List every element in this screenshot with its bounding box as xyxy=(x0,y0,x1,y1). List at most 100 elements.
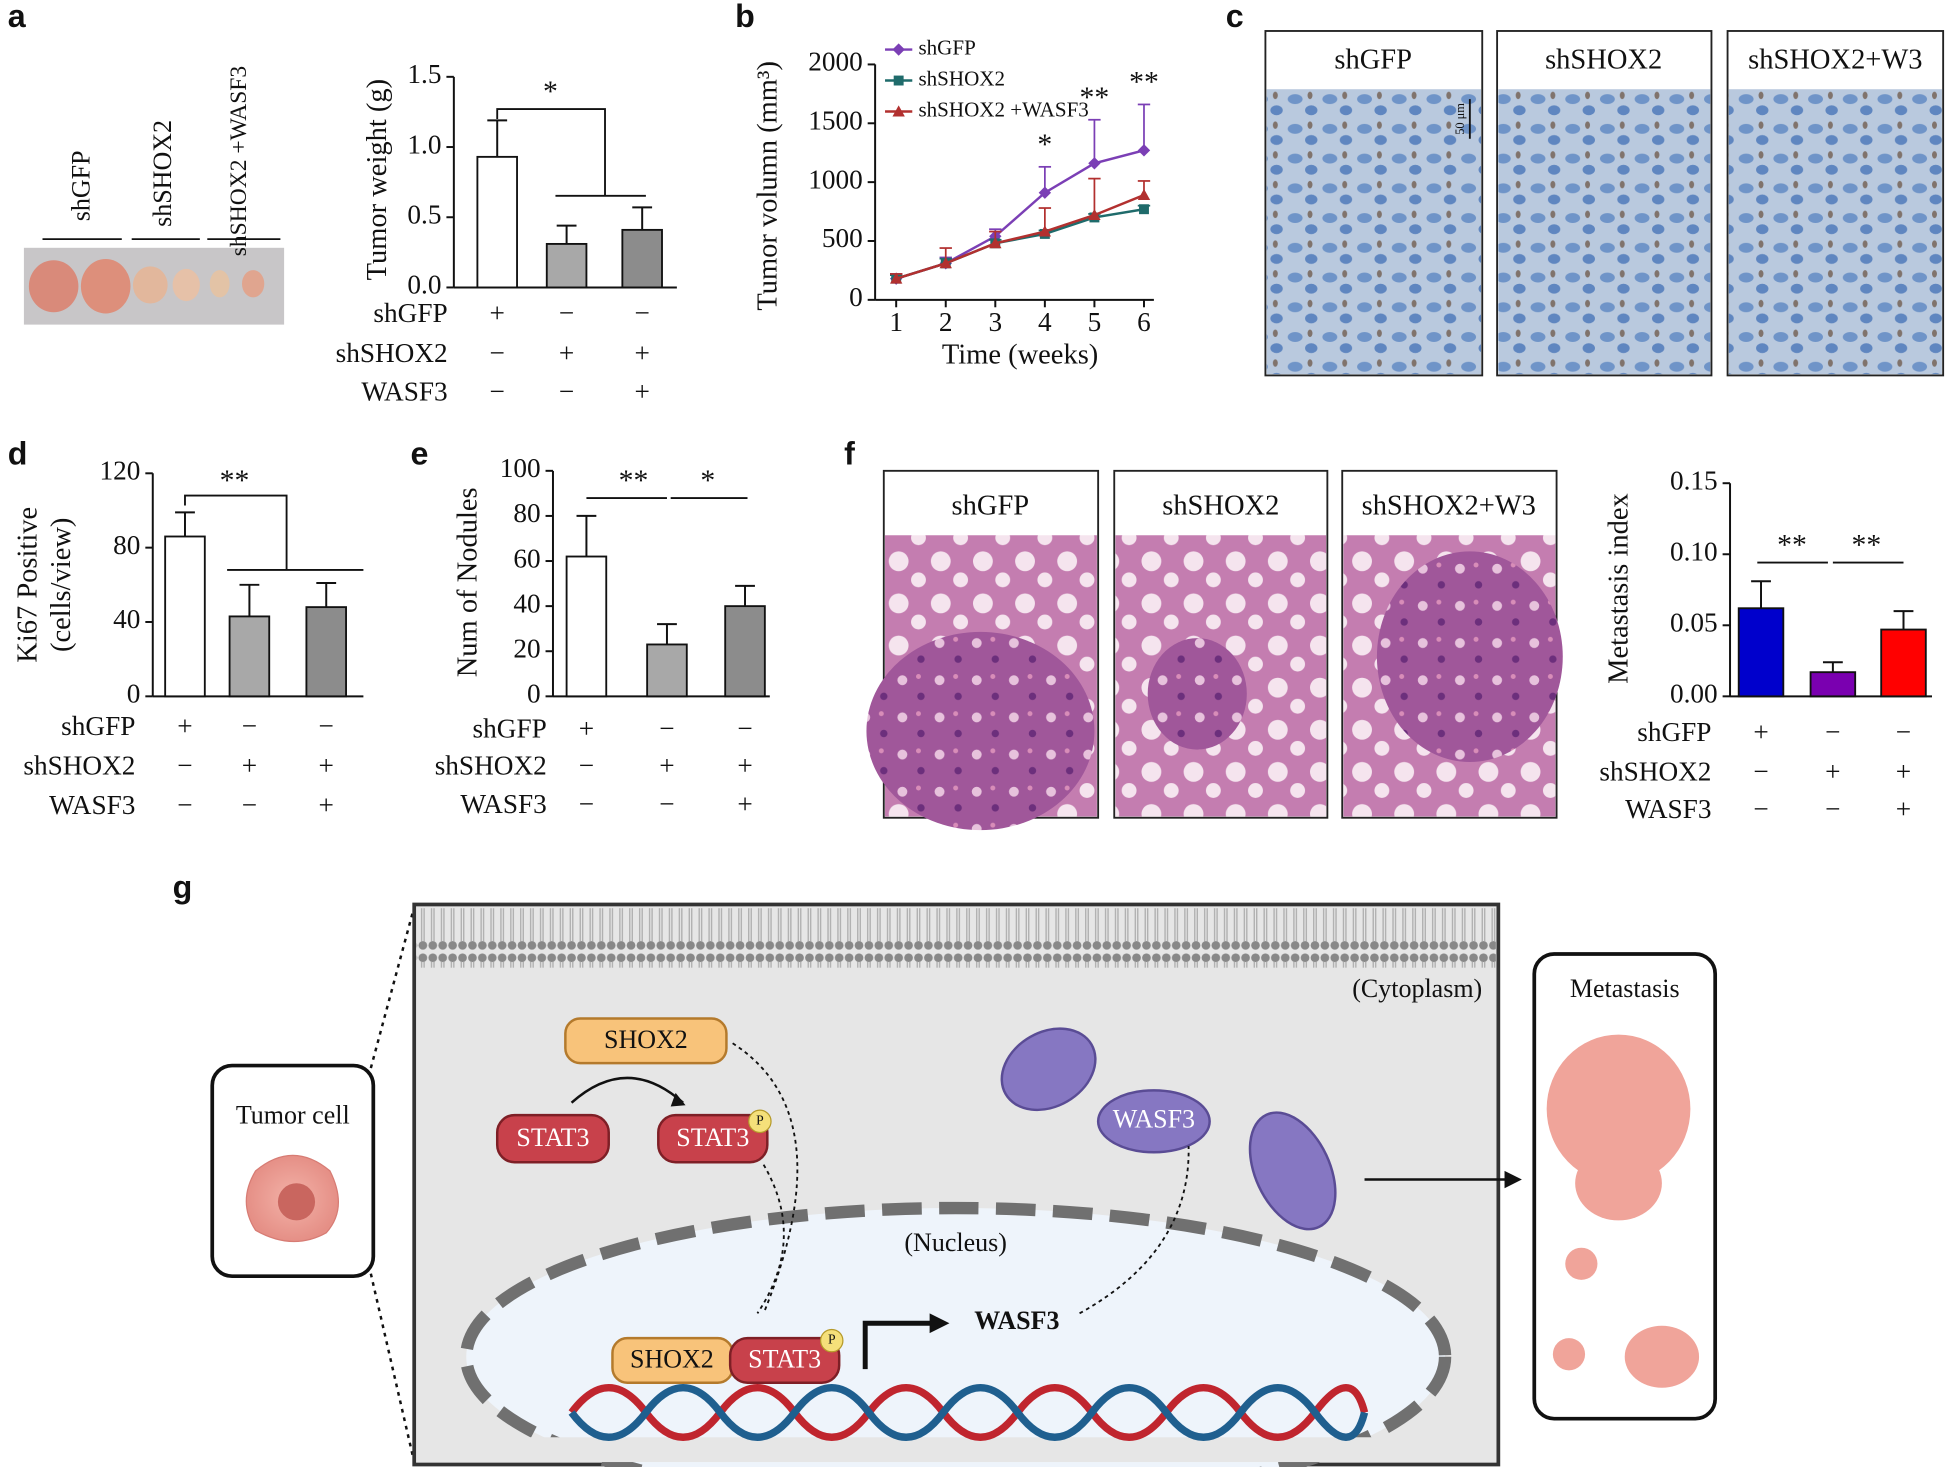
y-tick-label: 0.0 xyxy=(407,270,441,300)
point xyxy=(889,272,903,284)
diagram: (Cytoplasm) (Nucleus) SHOX2 STAT3 STAT3 … xyxy=(210,902,1718,1467)
significance-label: ** xyxy=(1851,529,1881,561)
condition-name: shSHOX2 xyxy=(435,750,547,780)
significance-label: ** xyxy=(1777,529,1807,561)
bar xyxy=(1880,628,1927,698)
y-tick-label: 0.15 xyxy=(1670,465,1718,495)
condition-mark: + xyxy=(1896,757,1911,787)
y-tick-label: 0.00 xyxy=(1670,679,1718,709)
x-tick-label: 6 xyxy=(1137,307,1151,337)
condition-mark: + xyxy=(737,789,752,819)
y-tick-label: 100 xyxy=(500,453,541,483)
phospho-label: P xyxy=(828,1332,836,1347)
condition-name: shGFP xyxy=(473,713,547,743)
ihc-panels: shGFP shSHOX2 shSHOX2+W3 50 μm xyxy=(1264,30,1945,377)
annotation: * xyxy=(1037,129,1052,161)
legend-marker xyxy=(892,43,905,56)
series-line xyxy=(895,193,1145,280)
bar xyxy=(476,155,518,289)
condition-mark: + xyxy=(319,790,334,820)
condition-mark: − xyxy=(177,750,192,780)
y-tick-label: 1.5 xyxy=(407,59,441,89)
photo-label: shSHOX2+W3 xyxy=(1748,44,1922,75)
condition-mark: + xyxy=(634,338,649,368)
panel-labels: a b c d e f g xyxy=(8,0,1244,905)
condition-mark: − xyxy=(177,790,192,820)
panel-label: a xyxy=(8,0,27,34)
condition-name: shGFP xyxy=(61,711,135,741)
annotation: ** xyxy=(1129,66,1159,98)
condition-mark: − xyxy=(1753,794,1768,824)
x-tick-label: 5 xyxy=(1088,307,1102,337)
condition-mark: + xyxy=(242,750,257,780)
point xyxy=(1088,208,1101,221)
panel-label: e xyxy=(410,435,428,471)
condition-name: WASF3 xyxy=(460,789,546,819)
condition-mark: + xyxy=(579,713,594,743)
point xyxy=(1137,144,1151,157)
y-tick-label: 2000 xyxy=(808,47,863,77)
charts: 0.0 0.5 1.0 1.5 Tumor weight (g) shGFP + − − shSH… xyxy=(13,35,1933,824)
photo-label: shSHOX2 xyxy=(148,120,177,227)
point xyxy=(1038,225,1052,237)
y-tick-label: 1.0 xyxy=(407,129,441,159)
point xyxy=(1137,188,1151,201)
bar xyxy=(565,555,608,698)
y-axis-label: Tumor weight (g) xyxy=(362,79,393,281)
condition-name: WASF3 xyxy=(49,790,135,820)
condition-mark: − xyxy=(1896,717,1911,747)
condition-mark: + xyxy=(1825,757,1840,787)
y-tick-label: 1000 xyxy=(808,164,863,194)
photo-label: shSHOX2 +WASF3 xyxy=(226,66,252,256)
condition-mark: − xyxy=(579,789,594,819)
y-tick-label: 120 xyxy=(100,456,141,486)
gene-label: WASF3 xyxy=(974,1306,1059,1335)
protein-label: STAT3 xyxy=(748,1345,821,1374)
x-tick-label: 2 xyxy=(939,307,953,337)
protein-label: SHOX2 xyxy=(604,1025,688,1054)
y-tick-label: 0.05 xyxy=(1670,608,1718,638)
condition-mark: − xyxy=(242,711,257,741)
point xyxy=(989,237,1002,249)
x-tick-label: 3 xyxy=(988,307,1002,337)
point xyxy=(939,257,952,269)
bar xyxy=(621,228,663,289)
condition-mark: − xyxy=(579,750,594,780)
y-tick-label: 80 xyxy=(513,498,540,528)
panel-label: b xyxy=(735,0,755,34)
photo-label: shGFP xyxy=(1334,44,1412,75)
legend-marker xyxy=(892,105,905,117)
legend-marker xyxy=(893,75,904,86)
condition-mark: + xyxy=(1896,794,1911,824)
bar xyxy=(646,643,688,698)
condition-mark: − xyxy=(319,711,334,741)
significance-bracket xyxy=(496,108,606,196)
cytoplasm-label: (Cytoplasm) xyxy=(1352,974,1482,1003)
condition-mark: + xyxy=(737,750,752,780)
legend-label: shSHOX2 xyxy=(918,66,1005,90)
bar xyxy=(164,535,206,698)
condition-mark: + xyxy=(659,750,674,780)
bar xyxy=(724,605,766,698)
significance-label: * xyxy=(700,465,715,497)
y-tick-label: 0.10 xyxy=(1670,537,1718,567)
condition-mark: + xyxy=(490,298,505,328)
panel-label: f xyxy=(844,435,855,471)
photo-label: shSHOX2+W3 xyxy=(1362,491,1536,522)
condition-mark: + xyxy=(559,338,574,368)
photo-label: shSHOX2 xyxy=(1545,44,1662,75)
condition-mark: + xyxy=(1753,717,1768,747)
condition-mark: + xyxy=(634,376,649,406)
legend-label: shGFP xyxy=(918,35,975,59)
condition-name: shSHOX2 xyxy=(23,750,135,780)
y-axis-label: Metastasis index xyxy=(1604,493,1635,684)
condition-mark: − xyxy=(559,298,574,328)
protein-label: SHOX2 xyxy=(630,1345,714,1374)
bar xyxy=(305,606,347,698)
he-panels: shGFP shSHOX2 shSHOX2+W3 xyxy=(866,469,1563,831)
condition-mark: − xyxy=(490,376,505,406)
condition-mark: − xyxy=(659,789,674,819)
y-tick-label: 80 xyxy=(113,530,140,560)
